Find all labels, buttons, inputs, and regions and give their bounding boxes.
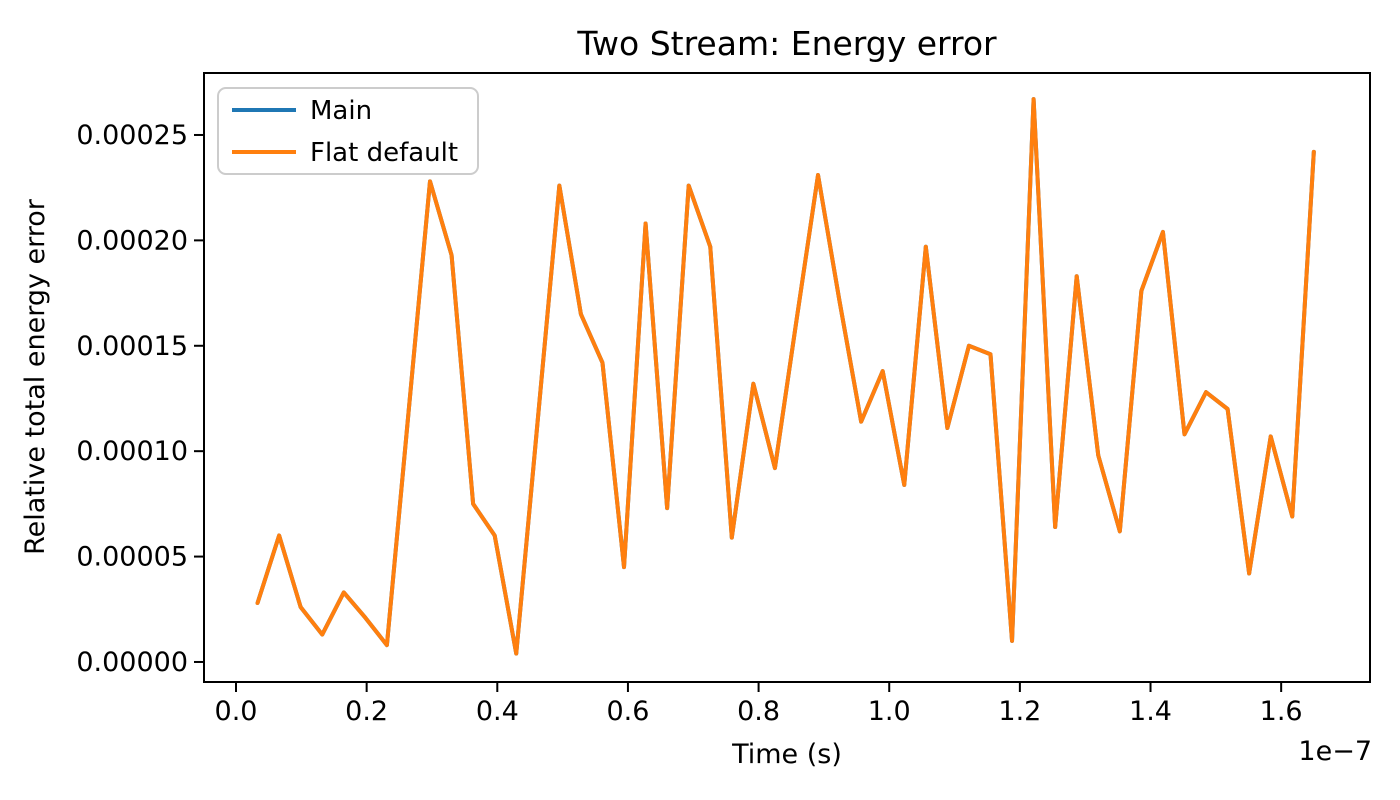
y-tick-label: 0.00000 <box>76 647 188 678</box>
legend-label-main: Main <box>310 96 372 126</box>
x-tick-label: 1.6 <box>1260 696 1303 727</box>
x-axis-offset-label: 1e−7 <box>1298 736 1372 767</box>
y-tick-label: 0.00020 <box>76 225 188 256</box>
y-tick-label: 0.00005 <box>76 542 188 573</box>
x-tick-label: 0.2 <box>345 696 388 727</box>
y-axis-ticks: 0.00000 0.00005 0.00010 0.00015 0.00020 0.000… <box>76 120 204 678</box>
y-axis-label: Relative total energy error <box>20 198 51 555</box>
x-tick-label: 0.0 <box>215 696 258 727</box>
x-tick-label: 0.4 <box>476 696 519 727</box>
x-tick-label: 1.4 <box>1129 696 1172 727</box>
x-axis-label: Time (s) <box>731 739 842 770</box>
y-tick-label: 0.00025 <box>76 120 188 151</box>
y-tick-label: 0.00010 <box>76 436 188 467</box>
x-tick-label: 0.8 <box>737 696 780 727</box>
data-line-main <box>255 97 1316 656</box>
x-tick-label: 1.2 <box>998 696 1041 727</box>
x-tick-label: 0.6 <box>606 696 649 727</box>
axes-spines <box>203 72 1371 683</box>
chart-title: Two Stream: Energy error <box>576 24 997 63</box>
data-line-flat-default <box>255 97 1316 656</box>
y-tick-label: 0.00015 <box>76 331 188 362</box>
x-tick-label: 1.0 <box>868 696 911 727</box>
legend-label-flat-default: Flat default <box>310 138 458 168</box>
x-axis-ticks: 0.0 0.2 0.4 0.6 0.8 1.0 1.2 1.4 1.6 <box>215 682 1303 727</box>
data-series-group <box>255 97 1316 656</box>
legend: Main Flat default <box>217 87 479 175</box>
